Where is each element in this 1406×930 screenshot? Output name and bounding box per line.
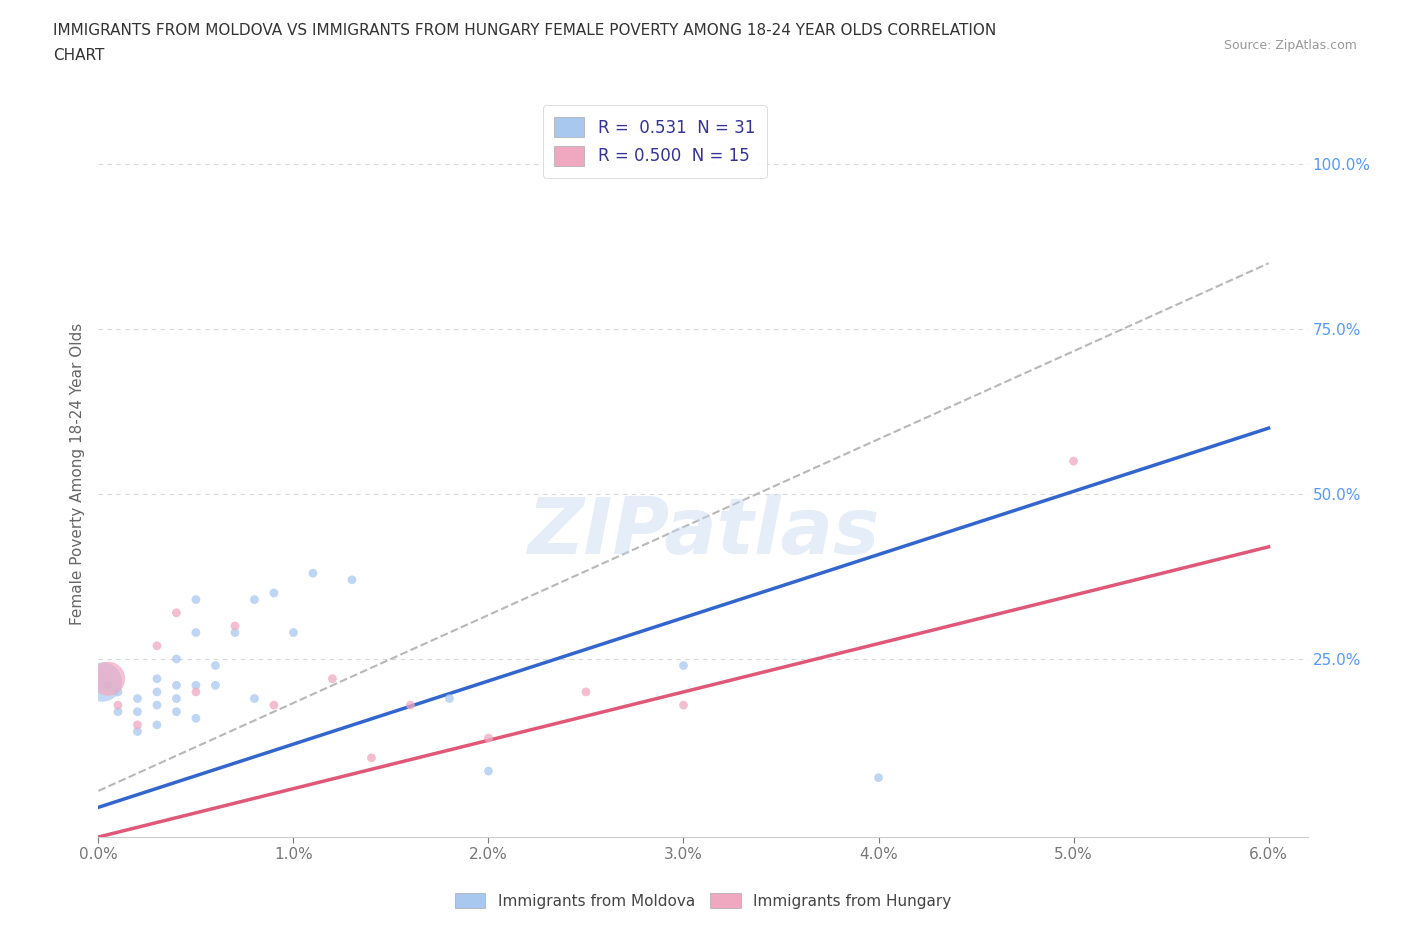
Point <box>165 605 187 620</box>
Point <box>204 658 226 673</box>
Legend: Immigrants from Moldova, Immigrants from Hungary: Immigrants from Moldova, Immigrants from… <box>449 886 957 915</box>
Point <box>165 652 187 667</box>
Point <box>165 678 187 693</box>
Point <box>302 565 325 580</box>
Point <box>165 704 187 719</box>
Point <box>146 717 169 732</box>
Point <box>146 671 169 686</box>
Point <box>477 731 499 746</box>
Point <box>399 698 422 712</box>
Text: IMMIGRANTS FROM MOLDOVA VS IMMIGRANTS FROM HUNGARY FEMALE POVERTY AMONG 18-24 YE: IMMIGRANTS FROM MOLDOVA VS IMMIGRANTS FR… <box>53 23 997 38</box>
Point <box>439 691 461 706</box>
Point <box>575 684 598 699</box>
Y-axis label: Female Poverty Among 18-24 Year Olds: Female Poverty Among 18-24 Year Olds <box>69 324 84 626</box>
Point <box>107 684 129 699</box>
Point <box>243 691 266 706</box>
Point <box>184 625 207 640</box>
Point <box>243 592 266 607</box>
Point <box>868 770 890 785</box>
Point <box>1063 454 1085 469</box>
Point <box>127 704 149 719</box>
Point <box>146 698 169 712</box>
Point <box>672 658 695 673</box>
Point <box>91 674 114 689</box>
Point <box>107 698 129 712</box>
Point <box>127 691 149 706</box>
Point <box>97 678 120 693</box>
Point <box>146 638 169 653</box>
Legend: R =  0.531  N = 31, R = 0.500  N = 15: R = 0.531 N = 31, R = 0.500 N = 15 <box>543 105 766 178</box>
Point <box>283 625 305 640</box>
Text: CHART: CHART <box>53 48 105 63</box>
Point <box>165 691 187 706</box>
Point <box>204 678 226 693</box>
Point <box>263 698 285 712</box>
Point <box>184 711 207 725</box>
Point <box>340 572 363 587</box>
Point <box>127 724 149 739</box>
Point <box>477 764 499 778</box>
Point <box>672 698 695 712</box>
Point <box>184 678 207 693</box>
Point <box>127 717 149 732</box>
Point <box>97 671 120 686</box>
Point <box>321 671 343 686</box>
Point <box>107 704 129 719</box>
Text: Source: ZipAtlas.com: Source: ZipAtlas.com <box>1223 39 1357 52</box>
Point <box>360 751 382 765</box>
Point <box>184 592 207 607</box>
Point <box>224 625 246 640</box>
Point <box>146 684 169 699</box>
Point <box>263 586 285 601</box>
Point <box>224 618 246 633</box>
Text: ZIPatlas: ZIPatlas <box>527 495 879 570</box>
Point <box>184 684 207 699</box>
